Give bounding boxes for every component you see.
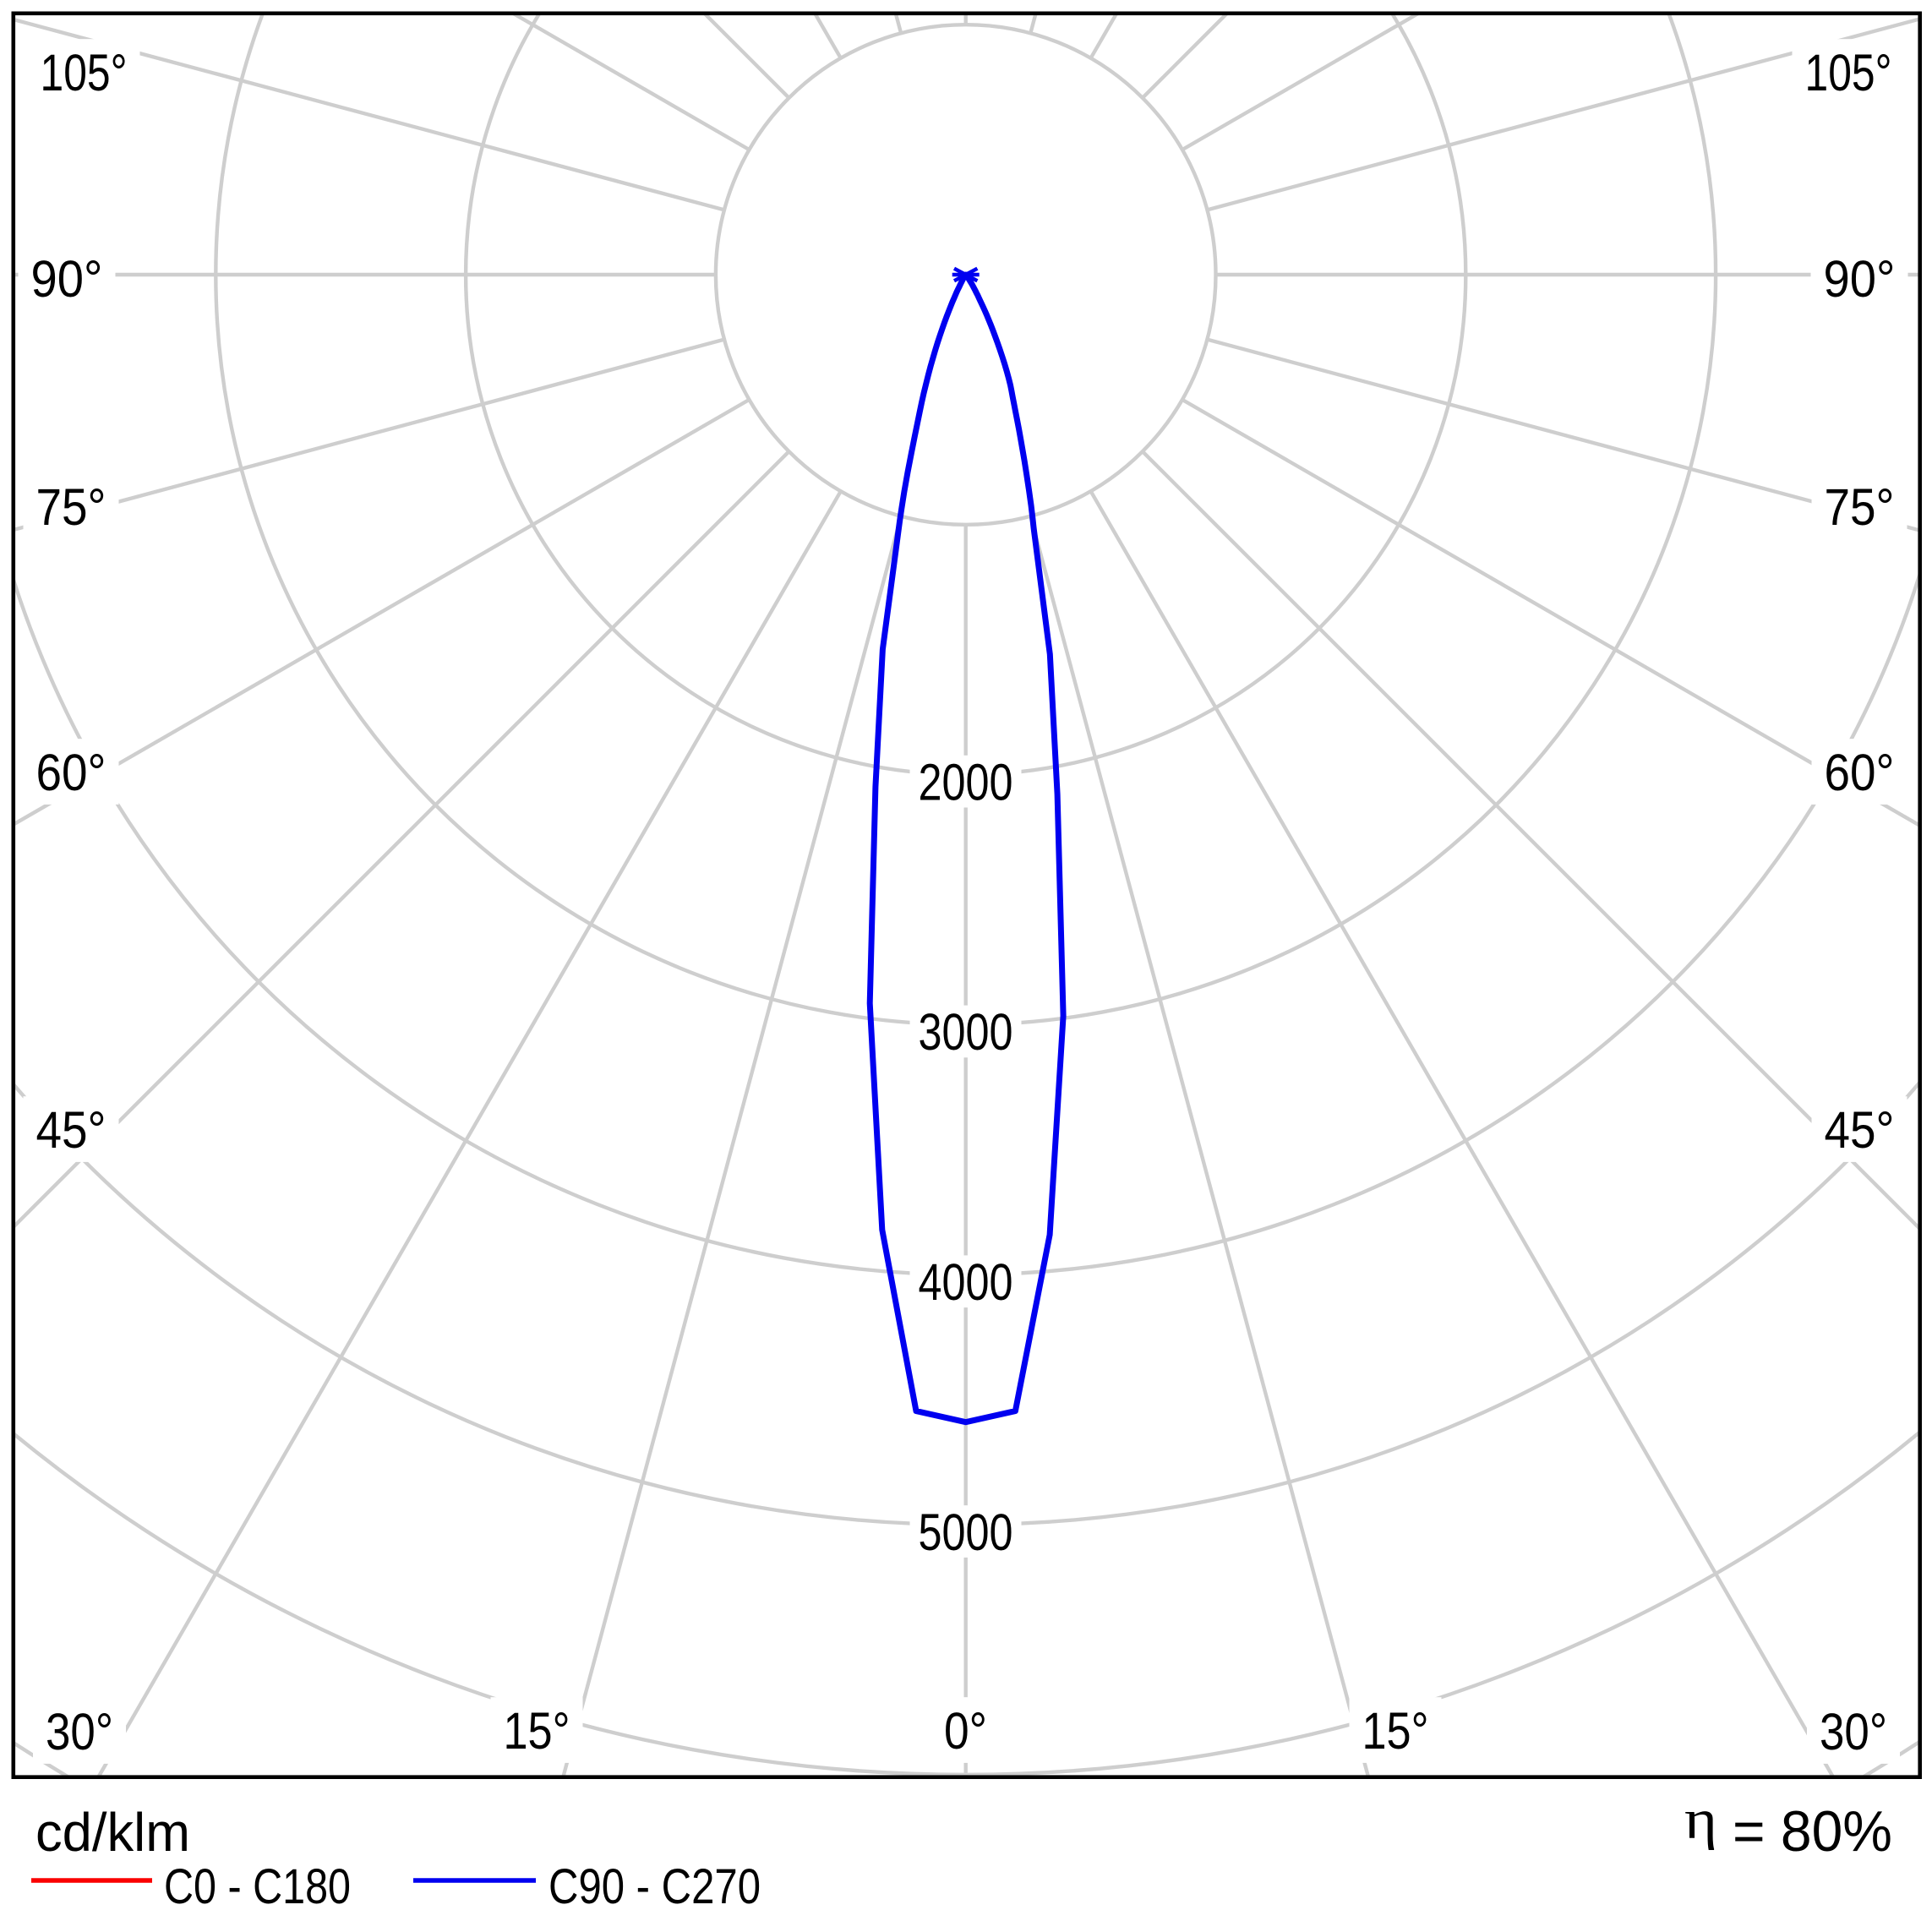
svg-text:30°: 30°: [46, 1703, 113, 1760]
svg-text:η: η: [1684, 1788, 1717, 1851]
svg-text:75°: 75°: [36, 478, 106, 536]
svg-text:60°: 60°: [36, 744, 106, 801]
svg-text:90°: 90°: [31, 250, 103, 308]
svg-text:15°: 15°: [1362, 1702, 1429, 1760]
svg-text:90°: 90°: [1824, 250, 1896, 308]
svg-text:30°: 30°: [1820, 1703, 1887, 1760]
svg-text:4000: 4000: [919, 1253, 1013, 1311]
svg-text:45°: 45°: [1825, 1101, 1895, 1159]
svg-text:75°: 75°: [1825, 478, 1895, 536]
svg-text:2000: 2000: [919, 753, 1013, 810]
svg-text:C90 - C270: C90 - C270: [548, 1859, 761, 1914]
svg-text:5000: 5000: [919, 1504, 1013, 1561]
svg-text:cd/klm: cd/klm: [35, 1802, 190, 1863]
svg-text:= 80%: = 80%: [1733, 1799, 1892, 1864]
svg-text:3000: 3000: [919, 1003, 1013, 1061]
svg-text:C0 - C180: C0 - C180: [164, 1859, 351, 1914]
svg-text:105°: 105°: [41, 44, 128, 101]
svg-text:45°: 45°: [36, 1101, 106, 1159]
svg-text:0°: 0°: [944, 1702, 987, 1760]
svg-text:105°: 105°: [1805, 44, 1892, 101]
svg-text:60°: 60°: [1825, 744, 1895, 801]
svg-text:15°: 15°: [504, 1702, 570, 1760]
